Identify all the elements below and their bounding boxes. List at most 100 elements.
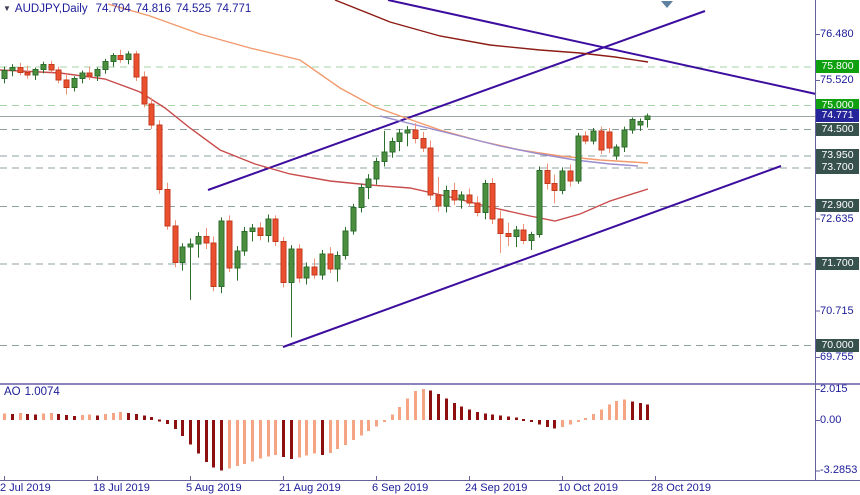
- ao-indicator-name: AO: [4, 386, 21, 398]
- ao-bar: [135, 413, 138, 420]
- ao-bar: [429, 390, 432, 420]
- candle-body: [505, 233, 512, 238]
- candle-body: [567, 170, 574, 182]
- candle-body: [125, 53, 132, 60]
- ao-bar: [546, 420, 549, 427]
- ao-bar: [57, 413, 60, 420]
- ao-bar: [220, 420, 223, 471]
- ao-bar: [166, 420, 169, 424]
- candle-body: [582, 135, 589, 142]
- ao-bar: [321, 420, 324, 455]
- ao-bar: [34, 414, 37, 420]
- candle-body: [55, 69, 62, 81]
- ma-fast-red: [0, 69, 649, 222]
- candle-body: [590, 130, 597, 142]
- symbol-label: AUDJPY,Daily: [14, 3, 88, 15]
- candle-body: [497, 218, 504, 235]
- candle-body: [489, 183, 496, 220]
- candle-body: [117, 55, 124, 60]
- price-level-badge: 73.950: [816, 149, 859, 162]
- ao-bar: [507, 416, 510, 420]
- ao-bar: [251, 420, 254, 462]
- candle-body: [327, 253, 334, 270]
- price-level-badge: 72.900: [816, 199, 859, 212]
- candle-body: [575, 135, 582, 182]
- ao-bar: [592, 413, 595, 420]
- candles: [1, 49, 651, 338]
- ao-bar: [499, 415, 502, 420]
- ao-bar: [104, 414, 107, 420]
- ohlc-close: 74.771: [216, 3, 252, 15]
- candle-body: [79, 72, 86, 80]
- ao-bar: [375, 420, 378, 427]
- chart-objects[interactable]: [661, 1, 673, 8]
- ao-bar: [538, 420, 541, 425]
- ao-bar: [352, 420, 355, 441]
- ao-bar: [181, 420, 184, 437]
- ao-bar: [406, 398, 409, 420]
- candle-body: [396, 132, 403, 142]
- trendlines[interactable]: [207, 0, 817, 348]
- ao-bar: [608, 404, 611, 420]
- ao-bar: [50, 412, 53, 420]
- price-axis-label: 70.715: [820, 304, 854, 317]
- candle-body: [164, 188, 171, 227]
- date-label: 28 Oct 2019: [651, 482, 711, 494]
- ao-bar: [197, 420, 200, 454]
- candle-body: [373, 161, 380, 180]
- ao-bar: [282, 420, 285, 458]
- axes[interactable]: [0, 0, 860, 481]
- ao-bar: [414, 390, 417, 420]
- horizontal-levels: [0, 66, 815, 346]
- ao-bar: [383, 420, 386, 422]
- ao-axis-label: -3.2853: [820, 464, 858, 477]
- candle-body: [110, 55, 117, 62]
- candle-body: [63, 79, 70, 89]
- candle-body: [637, 120, 644, 126]
- candle-body: [234, 250, 241, 269]
- ao-bar: [623, 399, 626, 420]
- candle-body: [427, 147, 434, 196]
- trendline[interactable]: [387, 0, 817, 95]
- candle-body: [226, 220, 233, 269]
- ao-bar: [158, 419, 161, 422]
- ao-bar: [143, 415, 146, 420]
- candle-body: [319, 253, 326, 276]
- ao-bar: [88, 414, 91, 420]
- ao-bar: [42, 413, 45, 420]
- date-label: 6 Sep 2019: [372, 482, 429, 494]
- candle-body: [272, 218, 279, 242]
- ao-bar: [313, 420, 316, 454]
- price-level-badge: 75.000: [816, 99, 859, 112]
- candle-body: [179, 246, 186, 263]
- ao-bar: [259, 420, 262, 459]
- date-label: 2 Jul 2019: [0, 482, 51, 494]
- price-level-badge: 70.000: [816, 339, 859, 352]
- ao-bar: [631, 401, 634, 420]
- candle-body: [528, 234, 535, 241]
- candle-body: [71, 78, 78, 89]
- ao-indicator-label: AO 1.0074: [4, 386, 64, 398]
- trendline[interactable]: [282, 165, 782, 348]
- ao-bar: [522, 419, 525, 422]
- ao-bar: [646, 404, 649, 420]
- ao-bar: [236, 420, 239, 467]
- moving-averages: [0, 0, 649, 222]
- candle-body: [381, 151, 388, 163]
- price-level-badge: 73.700: [816, 161, 859, 174]
- ao-bar: [65, 415, 68, 420]
- down-arrow-marker[interactable]: [661, 1, 673, 8]
- symbol-dropdown-icon[interactable]: ▼: [3, 4, 11, 13]
- date-label: 18 Jul 2019: [93, 482, 150, 494]
- candle-body: [265, 218, 272, 237]
- ao-bar: [468, 409, 471, 420]
- candle-body: [257, 227, 264, 237]
- trendline[interactable]: [207, 10, 706, 191]
- candle-body: [482, 183, 489, 214]
- ao-bar: [553, 420, 556, 429]
- candle-body: [544, 169, 551, 185]
- ohlc-header: ▼ AUDJPY,Daily 74.704 74.816 74.525 74.771: [3, 3, 256, 15]
- ao-bar: [445, 398, 448, 420]
